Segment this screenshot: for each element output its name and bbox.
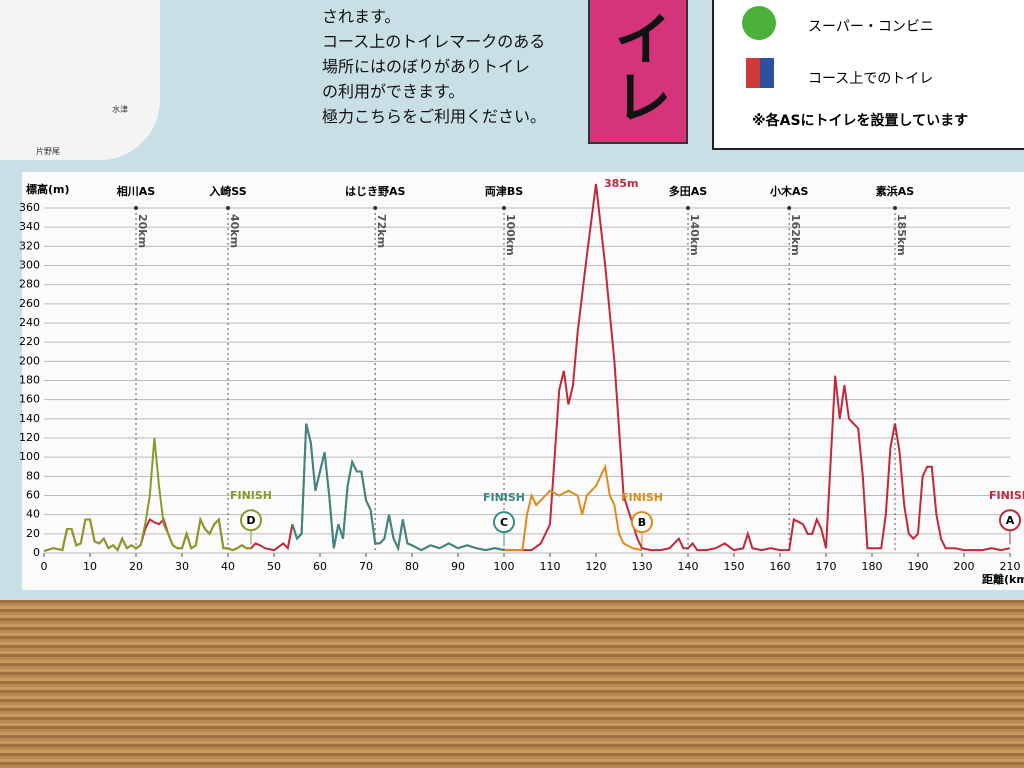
y-axis-label: 標高(m) (26, 182, 70, 196)
finish-marker (240, 509, 262, 532)
x-tick-label: 90 (451, 560, 465, 573)
station-label: 素浜AS (876, 184, 915, 198)
y-tick-label: 60 (26, 489, 40, 502)
intro-line: 場所にはのぼりがありトイレ (322, 57, 531, 76)
x-tick-label: 30 (175, 560, 189, 573)
finish-label: FINISH (230, 489, 272, 502)
map-label: 水津 (112, 105, 128, 114)
station-distance: 185km (895, 214, 908, 256)
banner: イレ (588, 0, 688, 144)
y-tick-label: 140 (19, 412, 40, 425)
station-distance: 40km (228, 214, 241, 248)
y-tick-label: 200 (19, 354, 40, 367)
tatami (0, 600, 1024, 768)
legend: スーパー・コンビニ コース上でのトイレ ※各ASにトイレを設置しています (712, 0, 1024, 150)
finish-label: FINISH (483, 491, 525, 504)
elevation-line (504, 463, 643, 552)
shop-icon (742, 6, 776, 40)
intro-line: コース上のトイレマークのある (322, 32, 546, 51)
finish-letter: A (1006, 514, 1015, 527)
toilet-icon (746, 58, 774, 88)
intro-line: 極力こちらをご利用ください。 (322, 107, 547, 126)
y-tick-label: 260 (19, 297, 40, 310)
x-tick-label: 200 (954, 560, 975, 573)
finish-label: FINISH (621, 491, 663, 504)
finish-letter: B (638, 516, 646, 529)
y-tick-label: 20 (26, 527, 40, 540)
map: 水津 片野尾 (0, 0, 160, 160)
x-tick-label: 0 (41, 560, 48, 573)
finish-letter: D (246, 514, 255, 527)
x-tick-label: 40 (221, 560, 235, 573)
x-axis-label: 距離(km) (982, 572, 1024, 586)
x-tick-label: 140 (678, 560, 699, 573)
finish-label: FINISH (989, 489, 1024, 502)
y-tick-label: 100 (19, 450, 40, 463)
x-tick-label: 110 (540, 560, 561, 573)
elevation-line (43, 437, 251, 553)
x-tick-label: 190 (908, 560, 929, 573)
station-distance: 162km (789, 214, 802, 256)
chart: 標高(m) 距離(km) 020406080100120140160180200… (19, 172, 1024, 590)
station-label: 相川AS (117, 184, 156, 198)
x-tick-label: 210 (1000, 560, 1021, 573)
x-tick-label: 70 (359, 560, 373, 573)
y-tick-label: 320 (19, 239, 40, 252)
elevation-line (291, 423, 505, 552)
x-tick-label: 100 (494, 560, 515, 573)
map-label: 片野尾 (36, 147, 60, 156)
x-tick-label: 130 (632, 560, 653, 573)
intro: されます。 コース上のトイレマークのある 場所にはのぼりがありトイレ の利用がで… (322, 4, 546, 129)
station-dot (226, 206, 230, 210)
station-dot (787, 206, 792, 210)
y-tick-label: 0 (33, 546, 40, 559)
x-tick-label: 20 (129, 560, 143, 573)
intro-line: の利用ができます。 (322, 82, 465, 101)
station-dot (893, 206, 897, 210)
y-tick-label: 180 (19, 374, 40, 387)
station-dot (686, 206, 690, 210)
station-distance: 20km (136, 214, 149, 248)
x-tick-label: 150 (724, 560, 745, 573)
station-label: 両津BS (485, 184, 523, 198)
station-dot (134, 206, 138, 210)
y-tick-label: 220 (19, 335, 40, 348)
station-distance: 72km (375, 214, 388, 248)
legend-note: ※各ASにトイレを設置しています (752, 113, 969, 129)
finish-marker (493, 511, 515, 534)
station-dot (502, 206, 506, 210)
y-tick-label: 40 (26, 508, 40, 521)
y-tick-label: 300 (19, 259, 40, 272)
x-tick-label: 180 (862, 560, 883, 573)
station-label: はじき野AS (345, 185, 406, 198)
finish-marker (631, 511, 653, 534)
x-tick-label: 170 (816, 560, 837, 573)
y-tick-label: 80 (26, 469, 40, 482)
y-tick-label: 240 (19, 316, 40, 329)
station-label: 小木AS (769, 184, 809, 198)
station-label: 多田AS (669, 184, 708, 198)
peak-label: 385m (604, 177, 638, 190)
x-tick-label: 10 (83, 560, 97, 573)
y-tick-label: 280 (19, 278, 40, 291)
legend-text: コース上でのトイレ (808, 71, 934, 87)
x-tick-label: 80 (405, 560, 419, 573)
station-distance: 140km (688, 214, 701, 256)
station-label: 入崎SS (209, 184, 246, 198)
y-tick-label: 160 (19, 393, 40, 406)
y-tick-label: 360 (19, 201, 40, 214)
station-distance: 100km (504, 214, 517, 256)
y-tick-label: 120 (19, 431, 40, 444)
station-dot (373, 206, 378, 210)
intro-line: されます。 (322, 7, 401, 26)
legend-text: スーパー・コンビニ (808, 19, 934, 35)
x-tick-label: 160 (770, 560, 791, 573)
x-tick-label: 60 (313, 560, 327, 573)
finish-marker (999, 509, 1021, 532)
x-tick-label: 50 (267, 560, 281, 573)
finish-letter: C (500, 516, 508, 529)
x-tick-label: 120 (586, 560, 607, 573)
y-tick-label: 340 (19, 220, 40, 233)
